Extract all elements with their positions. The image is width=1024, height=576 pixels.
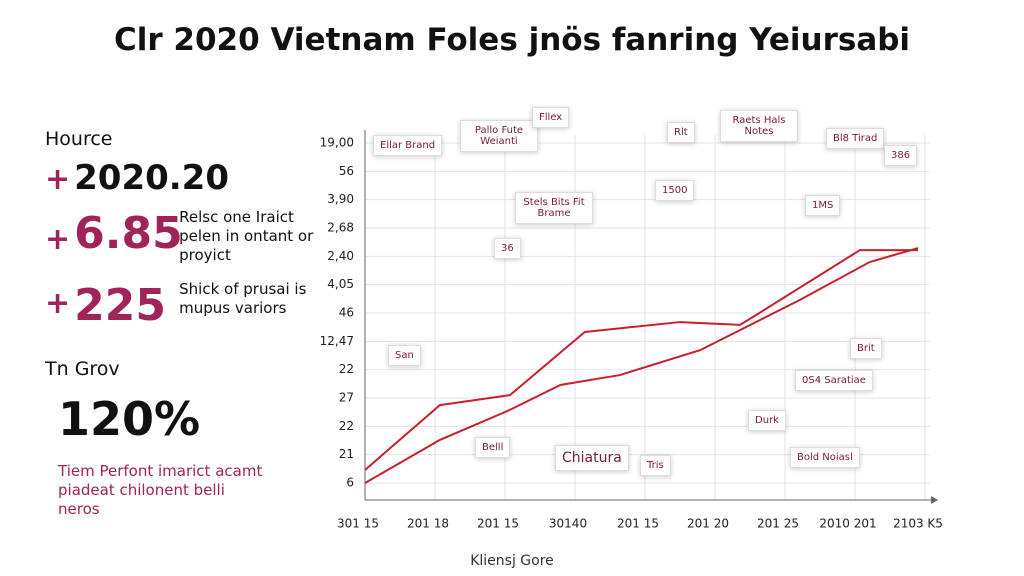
line-series [364,249,918,471]
x-tick-label: 201 20 [687,517,729,531]
annotation: San [388,345,421,366]
annotation: Tris [640,455,671,476]
x-tick-label: 201 18 [407,517,449,531]
x-tick-label: 201 15 [617,517,659,531]
stat-sign: + [45,286,71,321]
stat-text: Relsc one Iraict pelen in ontant or proy… [179,208,314,264]
x-tick-label: 2103 K5 [893,517,943,531]
y-tick-label: 2,68 [327,221,354,235]
annotation: Ellar Brand [373,135,443,156]
growth-heading: Tn Grov [45,358,120,380]
annotation: Pallo Fute Weianti [460,120,538,152]
annotation: Fllex [532,107,570,128]
y-tick-label: 3,90 [327,192,354,206]
y-tick-label: 27 [339,391,354,405]
annotation: Stels Bits Fit Brame [515,192,593,224]
y-tick-label: 22 [339,419,354,433]
line-series [364,247,919,484]
y-tick-label: 21 [339,447,354,461]
stat-value: 225 [74,280,166,331]
x-tick-label: 301 15 [337,517,379,531]
stat: + 225 Shick of prusai is mupus variors [45,280,319,331]
page-title: Clr 2020 Vietnam Foles jnös fanring Yeiu… [113,22,911,58]
annotation: 1500 [655,180,695,201]
stat: + 6.85 Relsc one Iraict pelen in ontant … [45,208,319,265]
annotation: Belll [475,437,511,458]
annotation: Chiatura [555,445,629,471]
annotation: Brit [850,338,882,359]
x-tick-label: 2010 201 [819,517,876,531]
stat-value: 6.85 [74,208,183,259]
y-tick-label: 19,00 [320,136,354,150]
y-tick-label: 2,40 [327,249,354,263]
footer: Kliensj Gore [470,553,554,569]
y-tick-label: 22 [339,362,354,376]
y-tick-label: 4,05 [327,277,354,291]
annotation: Durk [748,410,786,431]
y-tick-label: 6 [346,476,354,490]
stat-text: Shick of prusai is mupus variors [179,280,307,317]
annotation: Bold Noiasl [790,447,860,468]
headline-value: 2020.20 [74,158,229,198]
annotation: 36 [494,238,521,259]
x-tick-label: 30140 [549,517,587,531]
x-tick-label: 201 25 [757,517,799,531]
x-tick-label: 201 15 [477,517,519,531]
annotation: 1MS [805,195,841,216]
headline: +2020.20 [45,158,229,198]
side-heading: Hource [45,128,113,150]
annotation: Rlt [667,122,695,143]
arrow [931,496,938,504]
growth-text: Tiem Perfont imarict acamt piadeat chilo… [58,462,263,518]
annotation: Bl8 Tirad [826,128,885,149]
growth-value: 120% [58,392,201,446]
annotation: 0S4 Saratiae [795,370,873,391]
y-tick-label: 56 [339,164,354,178]
annotation: Raets Hals Notes [720,110,798,142]
y-tick-label: 12,47 [320,334,354,348]
annotation: 386 [884,145,918,166]
y-tick-label: 46 [339,306,354,320]
stat-sign: + [45,222,71,257]
